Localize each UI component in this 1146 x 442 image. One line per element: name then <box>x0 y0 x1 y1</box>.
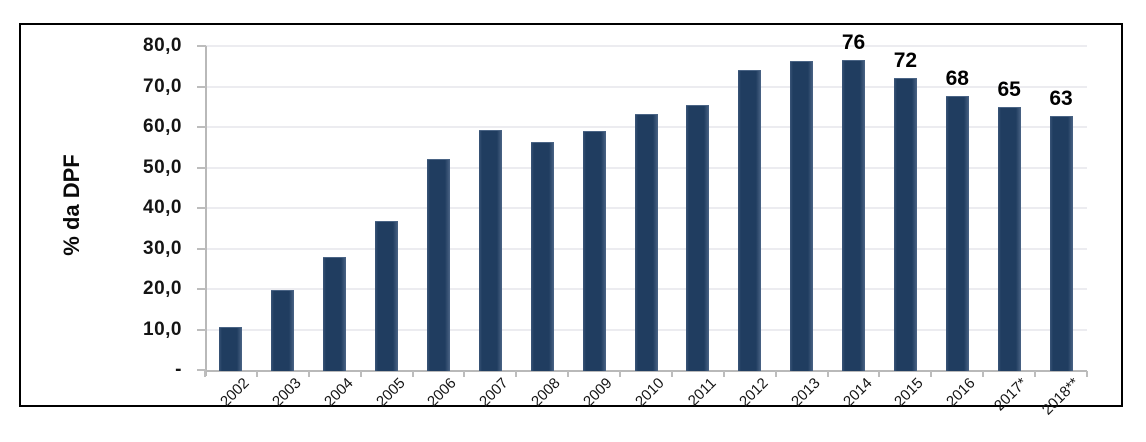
y-axis-line <box>205 46 207 376</box>
y-axis-tick <box>197 207 206 209</box>
bar-value-label: 68 <box>945 67 969 91</box>
bar-value-label: 65 <box>997 77 1021 101</box>
bar-value-label: 72 <box>893 48 918 72</box>
bar <box>271 290 295 371</box>
bar <box>478 129 502 371</box>
x-axis-tick <box>463 371 466 377</box>
y-axis-tick <box>197 328 206 331</box>
bar <box>530 141 554 371</box>
bar <box>842 60 866 371</box>
y-axis-tick <box>197 126 206 128</box>
x-axis-tick <box>1034 371 1037 377</box>
x-axis-tick <box>722 371 725 377</box>
x-axis-tick <box>411 371 414 377</box>
gridline <box>205 45 1087 47</box>
bar <box>582 131 606 371</box>
x-axis-tick <box>515 371 518 377</box>
x-axis-tick <box>619 371 622 377</box>
bar <box>893 77 917 371</box>
bar <box>375 221 399 371</box>
bar <box>426 158 450 371</box>
y-tick-label: 40,0 <box>143 197 182 218</box>
bar <box>790 60 814 371</box>
y-tick-label: - <box>175 359 182 380</box>
bar <box>738 69 762 371</box>
x-axis-tick <box>1086 371 1088 377</box>
y-axis-tick <box>197 85 206 88</box>
x-axis-tick <box>670 371 673 377</box>
x-axis-tick <box>930 371 933 377</box>
y-axis-tick <box>197 45 206 47</box>
y-tick-label: 80,0 <box>143 35 182 56</box>
x-axis-tick <box>255 371 258 377</box>
bar <box>219 327 243 371</box>
x-axis-tick <box>826 371 829 377</box>
y-tick-label: 70,0 <box>143 75 182 97</box>
y-tick-label: 60,0 <box>143 116 182 137</box>
x-axis-tick <box>982 371 985 377</box>
y-tick-label: 30,0 <box>143 237 182 259</box>
y-tick-label: 20,0 <box>143 278 182 299</box>
bar <box>997 106 1021 371</box>
bar <box>945 96 969 371</box>
y-axis-tick <box>197 288 206 290</box>
x-axis-tick <box>567 371 570 377</box>
gridline <box>205 85 1087 88</box>
x-axis-tick <box>307 371 310 377</box>
x-axis-tick <box>359 371 362 377</box>
bar <box>686 105 710 371</box>
bar <box>634 113 658 371</box>
bar <box>323 257 347 371</box>
y-axis-tick <box>197 369 206 371</box>
bar-value-label: 63 <box>1049 87 1073 111</box>
bar <box>1049 116 1073 371</box>
y-axis-tick <box>197 166 206 169</box>
x-axis-tick <box>878 371 881 377</box>
bar-value-label: 76 <box>841 31 866 55</box>
x-axis-line <box>205 370 1087 372</box>
y-tick-label: 10,0 <box>143 318 182 340</box>
y-axis-tick <box>197 247 206 250</box>
y-tick-label: 50,0 <box>143 156 182 178</box>
x-axis-tick <box>774 371 777 377</box>
x-axis-tick <box>204 371 206 377</box>
